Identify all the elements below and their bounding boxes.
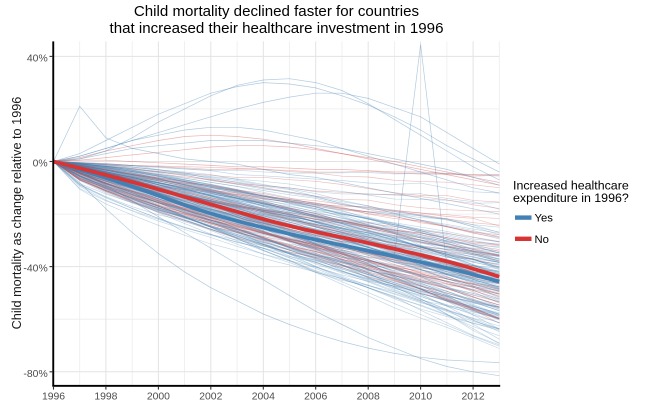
- svg-text:-80%: -80%: [23, 369, 47, 380]
- svg-text:-40%: -40%: [23, 264, 47, 275]
- svg-text:that increased their healthcar: that increased their healthcare investme…: [110, 20, 444, 37]
- svg-text:Increased healthcare: Increased healthcare: [513, 178, 629, 192]
- svg-text:Child mortality declined faste: Child mortality declined faster for coun…: [134, 3, 419, 20]
- svg-text:Child mortality as change rela: Child mortality as change relative to 19…: [10, 97, 24, 330]
- svg-text:expenditure in 1996?: expenditure in 1996?: [513, 191, 629, 205]
- svg-text:0%: 0%: [33, 159, 48, 170]
- svg-text:2000: 2000: [147, 391, 170, 402]
- svg-text:2004: 2004: [252, 391, 275, 402]
- svg-text:40%: 40%: [27, 53, 48, 64]
- svg-text:Yes: Yes: [535, 213, 554, 225]
- svg-text:1996: 1996: [42, 391, 65, 402]
- svg-text:2010: 2010: [409, 391, 432, 402]
- svg-text:2002: 2002: [199, 391, 222, 402]
- svg-text:2012: 2012: [462, 391, 485, 402]
- svg-text:No: No: [535, 234, 549, 246]
- svg-text:2008: 2008: [357, 391, 380, 402]
- svg-text:1998: 1998: [94, 391, 117, 402]
- svg-text:2006: 2006: [304, 391, 327, 402]
